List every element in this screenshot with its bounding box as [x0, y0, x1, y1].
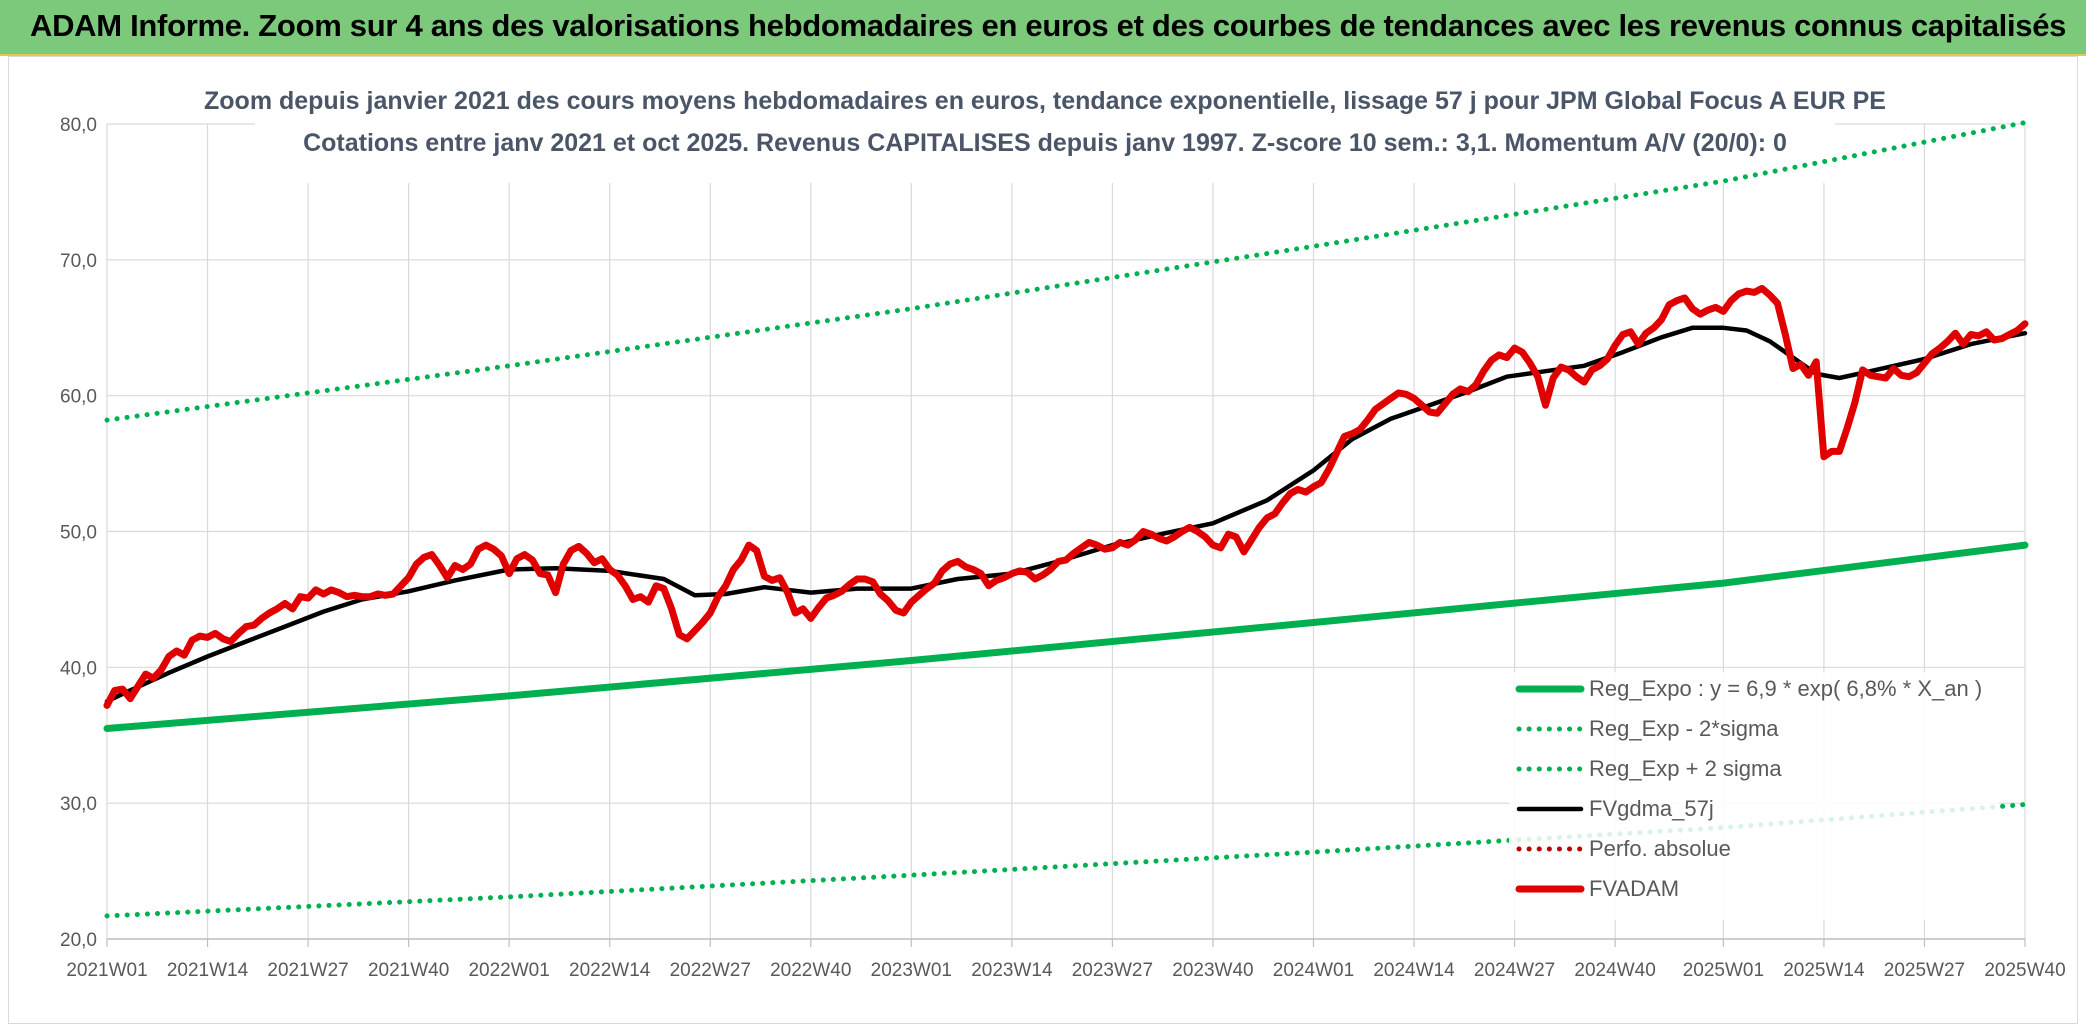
- legend-background: [1509, 672, 1999, 920]
- chart-title-line-1: Zoom depuis janvier 2021 des cours moyen…: [204, 87, 1886, 115]
- series-regression-line: [103, 541, 2029, 732]
- series-layer: [103, 120, 2029, 919]
- x-tick-label: 2024W40: [1574, 960, 1655, 981]
- x-tick-label: 2025W01: [1683, 960, 1764, 981]
- y-tick-label: 50,0: [60, 523, 97, 544]
- x-tick-label: 2023W27: [1072, 960, 1153, 981]
- x-tick-label: 2021W14: [167, 960, 249, 981]
- x-tick-label: 2025W40: [1984, 960, 2065, 981]
- y-tick-label: 30,0: [60, 794, 97, 815]
- y-tick-label: 70,0: [60, 251, 97, 272]
- legend: Reg_Expo : y = 6,9 * exp( 6,8% * X_an ) R…: [1509, 672, 1999, 920]
- x-tick-label: 2024W27: [1474, 960, 1555, 981]
- y-tick-label: 20,0: [60, 930, 97, 951]
- legend-label-price-line: FVADAM: [1589, 876, 1679, 901]
- series-upper-band-line: [104, 120, 2028, 423]
- header-banner: ADAM Informe. Zoom sur 4 ans des valoris…: [0, 0, 2086, 56]
- x-tick-label: 2023W40: [1172, 960, 1253, 981]
- x-tick-label: 2022W01: [468, 960, 549, 981]
- page-title: ADAM Informe. Zoom sur 4 ans des valoris…: [30, 8, 2067, 43]
- legend-label-moving-average-line: FVgdma_57j: [1589, 796, 1714, 821]
- chart-title-group: Zoom depuis janvier 2021 des cours moyen…: [204, 73, 1886, 183]
- x-tick-label: 2024W01: [1273, 960, 1354, 981]
- legend-label-upper-band-line: Reg_Exp + 2 sigma: [1589, 756, 1782, 781]
- x-tick-label: 2021W01: [66, 960, 147, 981]
- legend-label-regression-line: Reg_Expo : y = 6,9 * exp( 6,8% * X_an ): [1589, 676, 1982, 701]
- x-tick-label: 2022W14: [569, 960, 651, 981]
- x-tick-label: 2025W27: [1884, 960, 1965, 981]
- x-tick-label: 2024W14: [1373, 960, 1455, 981]
- title-background: [255, 73, 1835, 183]
- x-tick-label: 2023W01: [871, 960, 952, 981]
- chart-title-line-2: Cotations entre janv 2021 et oct 2025. R…: [303, 129, 1787, 157]
- y-tick-label: 40,0: [60, 658, 97, 679]
- y-tick-label: 80,0: [60, 115, 97, 136]
- x-tick-label: 2022W40: [770, 960, 851, 981]
- axis-layer: 20,0 30,0 40,0 50,0 60,0 70,0 80,0 2021W01 2021W…: [60, 115, 2066, 981]
- x-tick-label: 2022W27: [670, 960, 751, 981]
- legend-label-lower-band-line: Reg_Exp - 2*sigma: [1589, 716, 1779, 741]
- chart-svg: Zoom depuis janvier 2021 des cours moyen…: [60, 73, 2066, 981]
- x-tick-label: 2023W14: [971, 960, 1053, 981]
- x-tick-label: 2025W14: [1783, 960, 1865, 981]
- x-tick-label: 2021W27: [267, 960, 348, 981]
- x-tick-label: 2021W40: [368, 960, 449, 981]
- y-tick-label: 60,0: [60, 387, 97, 408]
- legend-label-perf-absolue-line: Perfo. absolue: [1589, 836, 1731, 861]
- chart-frame: Zoom depuis janvier 2021 des cours moyen…: [8, 56, 2078, 1024]
- series-price-line: [103, 284, 2029, 709]
- series-lower-band-line: [104, 802, 2028, 919]
